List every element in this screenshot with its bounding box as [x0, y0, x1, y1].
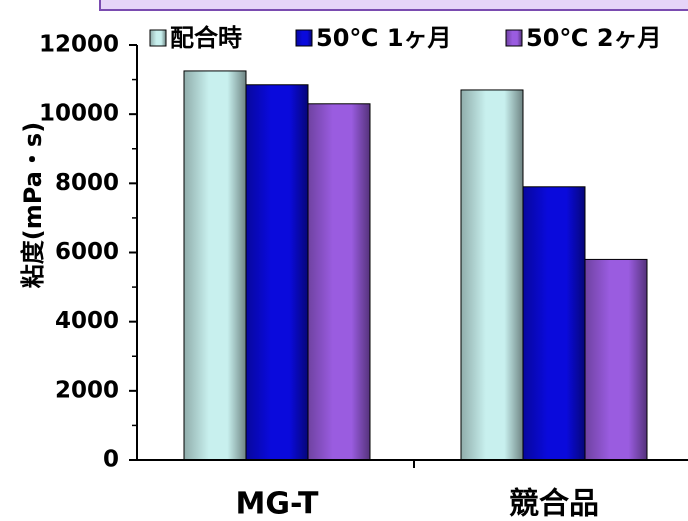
- bars: [183, 70, 648, 461]
- x-labels: MG-T 競合品: [236, 487, 599, 521]
- y-tick-label: 10000: [39, 101, 119, 127]
- y-axis-title-group: 粘度(mPa・s): [19, 122, 47, 288]
- bar-2-series-3: [584, 258, 648, 461]
- y-tick-label: 6000: [55, 239, 119, 265]
- x-category-label: 競合品: [509, 487, 599, 521]
- bar-2-series-2: [522, 186, 586, 461]
- y-tick-label: 4000: [55, 308, 119, 334]
- legend-swatch: [295, 29, 313, 47]
- legend-label: 50℃ 1ヶ月: [316, 24, 452, 52]
- x-category-label: MG-T: [236, 487, 320, 521]
- legend-swatch: [149, 29, 167, 47]
- y-axis-title: 粘度(mPa・s): [19, 122, 47, 288]
- bar-1-series-3: [307, 103, 371, 461]
- legend-swatch: [505, 29, 523, 47]
- legend: 配合時 50℃ 1ヶ月 50℃ 2ヶ月: [149, 24, 662, 52]
- bar-1-series-1: [183, 70, 247, 461]
- legend-label: 50℃ 2ヶ月: [526, 24, 662, 52]
- y-tick-label: 8000: [55, 170, 119, 196]
- legend-label: 配合時: [170, 24, 242, 52]
- y-tick-label: 0: [103, 447, 119, 473]
- top-band: [99, 0, 688, 11]
- bar-1-series-2: [245, 84, 309, 461]
- y-tick-label: 12000: [39, 32, 119, 58]
- y-tick-label: 2000: [55, 377, 119, 403]
- y-ticks: 0 2000 4000 6000 8000 10000 12000: [39, 32, 137, 473]
- bar-2-series-1: [460, 89, 524, 461]
